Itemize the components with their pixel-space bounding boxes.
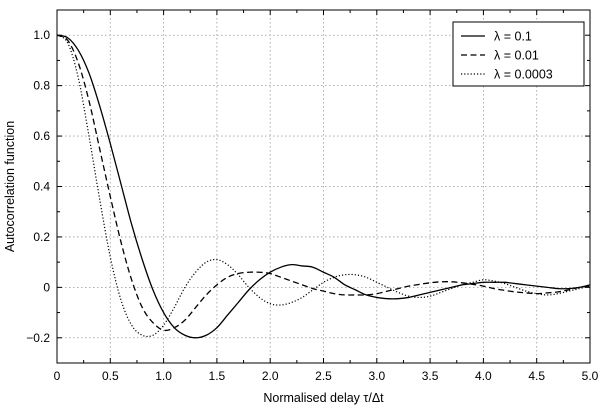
y-axis-title: Autocorrelation function — [3, 121, 17, 252]
y-tick-label: 0.6 — [33, 129, 50, 143]
y-tick-label: 0.4 — [33, 180, 50, 194]
y-tick-labels: −0.2 0 0.2 0.4 0.6 0.8 1.0 — [26, 28, 50, 345]
legend-label: λ = 0.01 — [494, 49, 539, 63]
x-tick-label: 1.5 — [209, 369, 226, 383]
legend: λ = 0.1 λ = 0.01 λ = 0.0003 — [452, 21, 585, 87]
y-tick-label: 1.0 — [33, 28, 50, 42]
x-tick-label: 4.5 — [528, 369, 545, 383]
x-tick-labels: 0 0.5 1.0 1.5 2.0 2.5 3.0 3.5 4.0 4.5 5.0 — [54, 369, 599, 383]
legend-box — [452, 21, 585, 87]
series-line-dashed — [56, 34, 591, 332]
x-axis-title: Normalised delay τ/Δt — [263, 391, 384, 405]
axis-ticks — [56, 10, 591, 363]
x-tick-label: 5.0 — [582, 369, 599, 383]
x-tick-label: 4.0 — [475, 369, 492, 383]
y-tick-label: 0.8 — [33, 79, 50, 93]
x-tick-label: 1.0 — [155, 369, 172, 383]
y-tick-label: −0.2 — [26, 331, 50, 345]
legend-label: λ = 0.1 — [494, 30, 532, 44]
x-tick-label: 2.5 — [315, 369, 332, 383]
x-tick-label: 0.5 — [102, 369, 119, 383]
legend-label: λ = 0.0003 — [494, 68, 553, 82]
x-tick-label: 3.0 — [368, 369, 385, 383]
y-tick-label: 0 — [43, 280, 50, 294]
x-tick-label: 0 — [54, 369, 61, 383]
grid — [57, 10, 590, 363]
series-lines — [56, 34, 591, 339]
x-tick-label: 2.0 — [262, 369, 279, 383]
series-line-dotted — [56, 34, 591, 338]
y-tick-label: 0.2 — [33, 230, 50, 244]
x-tick-label: 3.5 — [422, 369, 439, 383]
